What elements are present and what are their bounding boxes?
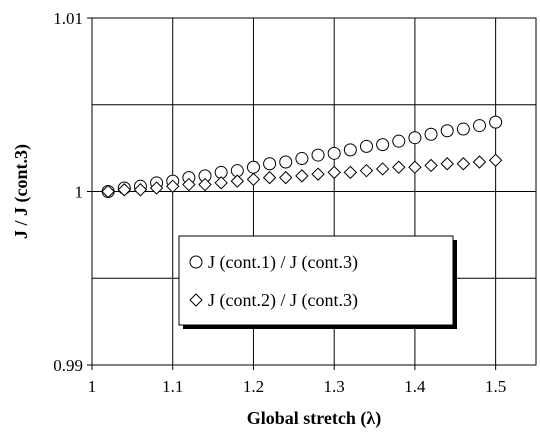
data-point-diamond (149, 181, 164, 195)
data-point-diamond (375, 162, 390, 176)
data-point-diamond (488, 153, 503, 167)
x-tick-label: 1.2 (243, 377, 264, 396)
data-point-diamond (246, 172, 261, 187)
data-point-circle (472, 119, 486, 133)
x-axis-title: Global stretch (λ) (247, 408, 382, 429)
y-axis-title: J / J (cont.3) (11, 144, 32, 239)
data-point-diamond (262, 170, 277, 185)
data-point-circle (359, 139, 373, 153)
data-point-circle (295, 152, 309, 166)
legend: J (cont.1) / J (cont.3) J (cont.2) / J (c… (178, 235, 457, 329)
data-point-diamond (472, 155, 487, 169)
data-point-circle (327, 146, 341, 160)
data-point-circle (279, 155, 293, 169)
data-point-diamond (408, 160, 422, 174)
x-tick-label: 1 (88, 377, 97, 396)
legend-label: J (cont.1) / J (cont.3) (208, 252, 358, 273)
data-point-diamond (117, 183, 131, 197)
data-point-circle (263, 157, 277, 171)
data-point-diamond (198, 177, 212, 192)
y-tick-label: 1.01 (53, 9, 83, 28)
data-point-circle (392, 134, 406, 148)
legend-box (178, 235, 454, 326)
data-point-circle (311, 148, 325, 162)
data-point-circle (343, 143, 357, 157)
x-tick-label: 1.5 (485, 377, 506, 396)
data-markers (101, 115, 503, 199)
data-point-circle (489, 115, 503, 129)
data-point-diamond (230, 174, 245, 188)
data-point-diamond (327, 165, 341, 180)
data-point-circle (424, 127, 438, 141)
data-point-diamond (456, 157, 471, 171)
data-point-diamond (166, 179, 180, 194)
data-point-circle (246, 160, 260, 174)
data-point-circle (376, 138, 390, 152)
data-point-circle (456, 122, 470, 136)
data-point-diamond (133, 183, 148, 197)
data-point-circle (440, 124, 454, 138)
data-point-diamond (182, 177, 196, 192)
data-point-diamond (424, 158, 438, 173)
y-tick-label: 0.99 (53, 356, 83, 375)
x-tick-label: 1.3 (324, 377, 345, 396)
legend-label: J (cont.2) / J (cont.3) (208, 290, 358, 311)
legend-marker-diamond (189, 293, 203, 307)
data-point-diamond (359, 163, 374, 178)
x-tick-label: 1.1 (162, 377, 183, 396)
data-point-diamond (343, 165, 358, 180)
data-point-diamond (214, 176, 228, 190)
x-tick-label: 1.4 (404, 377, 426, 396)
y-tick-label: 1 (75, 183, 84, 202)
data-point-diamond (440, 157, 454, 171)
legend-marker-circle (189, 255, 203, 269)
data-point-diamond (311, 167, 325, 181)
data-point-diamond (279, 170, 293, 185)
tick-labels: 1 1.1 1.2 1.3 1.4 1.5 0.99 1 1.01 (53, 9, 506, 396)
data-point-diamond (101, 184, 115, 199)
data-point-circle (408, 131, 422, 145)
data-point-diamond (295, 169, 309, 183)
data-point-diamond (392, 160, 406, 174)
